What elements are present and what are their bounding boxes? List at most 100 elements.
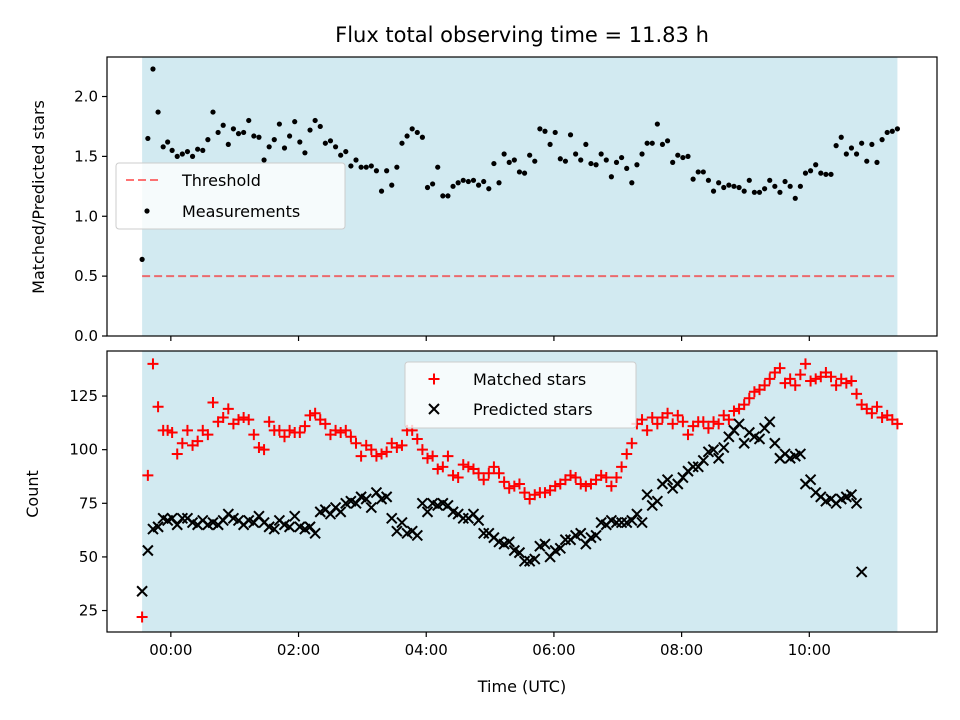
legend-matched-swatch (428, 373, 440, 385)
measurement-point (813, 162, 819, 168)
predicted-star-point (718, 441, 730, 454)
matched-star-point (152, 401, 164, 413)
matched-star-point (396, 439, 408, 451)
predicted-star-point (804, 473, 817, 486)
measurement-point (332, 144, 339, 150)
matched-star-point (411, 433, 423, 445)
measurement-point (414, 129, 420, 136)
measurement-point (435, 164, 441, 170)
matched-star-point (672, 409, 684, 421)
top-y-tick-label: 1.5 (74, 147, 98, 165)
measurement-point (721, 184, 727, 191)
matched-star-point (539, 487, 551, 499)
measurement-point (419, 134, 425, 140)
measurement-point (833, 143, 839, 149)
predicted-star-point (687, 461, 699, 473)
measurement-point (195, 146, 201, 152)
matched-star-point (565, 469, 577, 481)
matched-star-point (646, 411, 658, 423)
matched-star-point (610, 472, 622, 484)
measurement-point (777, 189, 783, 195)
legend-box (115, 162, 346, 230)
matched-star-point (299, 420, 311, 432)
matched-star-point (452, 472, 464, 484)
measurement-point (307, 127, 313, 133)
matched-star-point (493, 467, 505, 479)
measurement-point (670, 159, 676, 165)
predicted-star-point (152, 521, 164, 533)
measurement-point (470, 177, 477, 183)
x-tick-label: 08:00 (660, 641, 703, 659)
measurement-point (578, 157, 584, 163)
measurement-point (160, 144, 166, 150)
matched-star-point (365, 444, 377, 456)
predicted-star-point (365, 501, 378, 514)
matched-star-point (794, 369, 806, 381)
matched-star-point (142, 469, 154, 481)
predicted-star-point (738, 437, 750, 449)
measurement-point (409, 126, 415, 132)
matched-star-point (738, 399, 750, 411)
matched-star-point (498, 476, 510, 488)
matched-star-point (764, 373, 776, 385)
measurement-point (894, 126, 901, 132)
matched-star-point (350, 437, 362, 449)
matched-star-point (335, 427, 347, 439)
measurement-point (675, 152, 681, 158)
matched-star-point (662, 407, 674, 419)
matched-star-point (253, 442, 265, 454)
matched-star-point (713, 418, 725, 430)
measurement-point (527, 152, 533, 158)
measurement-point (838, 134, 844, 140)
predicted-star-point (380, 491, 393, 503)
predicted-star-point (697, 454, 710, 467)
measurement-point (481, 178, 487, 185)
measurement-point (215, 129, 221, 136)
measurement-point (506, 159, 512, 165)
measurement-point (287, 133, 293, 139)
measurement-point (884, 129, 890, 136)
matched-star-point (677, 416, 689, 428)
matched-star-point (278, 431, 290, 443)
measurement-point (384, 168, 390, 174)
measurement-point (312, 117, 318, 124)
matched-star-point (345, 431, 357, 443)
measurement-point (644, 140, 650, 146)
predicted-star-point (289, 510, 301, 522)
matched-star-point (621, 448, 633, 460)
top-y-axis-label: Matched/Predicted stars (29, 100, 48, 294)
measurement-point (521, 170, 528, 176)
measurement-point (710, 188, 717, 194)
legend-measurements-label: Measurements (182, 202, 300, 221)
matched-star-point (432, 463, 444, 475)
predicted-star-point (457, 512, 469, 525)
matched-star-point (243, 414, 255, 426)
matched-star-point (503, 482, 515, 494)
matched-star-point (784, 373, 796, 385)
measurement-point (501, 151, 507, 157)
measurement-point (465, 178, 471, 185)
matched-star-point (233, 414, 245, 426)
predicted-star-point (391, 525, 403, 537)
bottom-legend: Matched stars Predicted stars (404, 361, 637, 429)
measurement-point (378, 188, 385, 194)
predicted-star-point (661, 473, 674, 486)
matched-star-point (626, 437, 638, 449)
top-y-tick-label: 0.5 (74, 267, 98, 285)
matched-star-point (294, 427, 306, 439)
predicted-star-point (769, 437, 781, 449)
measurement-point (235, 131, 242, 137)
measurement-point (859, 140, 865, 146)
measurement-point (562, 158, 569, 164)
bottom-axes-frame (106, 350, 938, 633)
matched-star-point (416, 444, 428, 456)
matched-star-point (340, 424, 352, 436)
matched-star-point (181, 424, 193, 436)
measurement-point (792, 195, 798, 201)
legend-predicted-swatch (428, 403, 440, 415)
measurement-point (583, 141, 589, 148)
measurement-point (373, 168, 380, 174)
matched-star-point (616, 461, 628, 473)
measurement-point (772, 183, 778, 189)
matched-star-point (483, 467, 495, 479)
